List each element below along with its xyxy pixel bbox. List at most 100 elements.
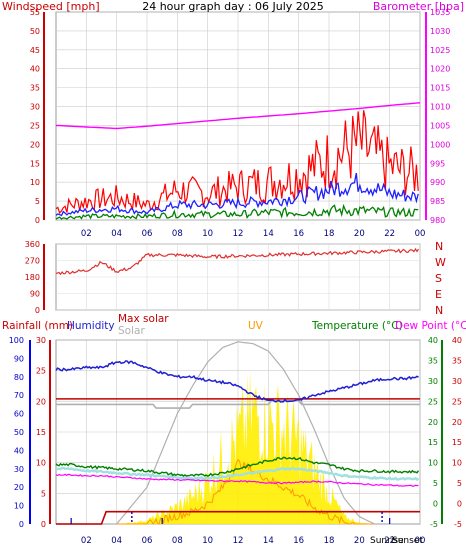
humidity-y-tick: 10 [14, 502, 24, 511]
wind-x-tick: 10 [202, 229, 213, 239]
temperature-y-tick: 40 [428, 336, 438, 345]
humidity-series [55, 360, 419, 403]
chart-title: 24 hour graph day : 06 July 2025 [142, 0, 324, 13]
dewpoint-y-tick: 10 [452, 459, 462, 468]
barometer-y-tick: 990 [430, 178, 445, 187]
humidity-y-tick: 100 [9, 336, 24, 345]
wind-x-tick: 12 [233, 229, 244, 239]
compass-e: E [435, 288, 442, 301]
climate-legend: Rainfall (mm) Humidity Max solar Solar U… [2, 313, 466, 337]
humidity-y-tick: 30 [14, 465, 24, 474]
wind-y-tick: 30 [30, 103, 40, 112]
dewpoint-y-tick: 20 [452, 418, 462, 427]
dewpoint-y-tick: 5 [457, 479, 462, 488]
barometer-y-tick: 1025 [430, 46, 450, 55]
dewpoint-y-tick: 25 [452, 397, 462, 406]
direction-y-tick: 0 [35, 306, 40, 315]
dew_point-series [55, 473, 419, 487]
temperature-y-tick: 35 [428, 356, 438, 365]
sunrise-label: Sunrise [370, 536, 404, 546]
wind-y-tick: 20 [30, 140, 40, 149]
direction-series [55, 247, 420, 276]
humidity-y-tick: 50 [14, 428, 24, 437]
windspeed-axis-label: Windspeed [mph] [2, 0, 100, 13]
climate-x-tick: 00 [415, 536, 426, 546]
direction-y-tick: 270 [25, 257, 40, 266]
temperature-y-tick: 10 [428, 459, 438, 468]
wind-x-tick: 00 [415, 229, 426, 239]
dewpoint-y-tick: 15 [452, 438, 462, 447]
dew-point-legend: Dew Point (°C) [395, 320, 466, 332]
humidity-y-tick: 60 [14, 410, 24, 419]
climate-x-tick: 04 [111, 536, 122, 546]
barometer-y-tick: 1015 [430, 84, 450, 93]
max-solar-curve [56, 341, 420, 525]
wind-series-lull [55, 203, 419, 220]
climate-x-tick: 06 [142, 536, 153, 546]
solar-line [56, 399, 420, 409]
rainfall-series [56, 510, 420, 525]
climate-x-tick: 16 [293, 536, 304, 546]
solar-legend: Solar [118, 325, 145, 337]
climate-x-tick: 18 [324, 536, 335, 546]
climate-x-tick: 10 [202, 536, 213, 546]
wind-x-tick: 16 [293, 229, 304, 239]
temperature-y-tick: 5 [433, 479, 438, 488]
wind-x-tick: 14 [263, 229, 274, 239]
barometer-axis-label: Barometer [hpa] [373, 0, 464, 13]
compass-n-top: N [435, 240, 443, 253]
humidity-y-tick: 70 [14, 391, 24, 400]
rain-y-tick: 10 [36, 459, 46, 468]
barometer-y-tick: 1035 [430, 8, 450, 17]
wind-x-tick: 08 [172, 229, 183, 239]
climate-x-tick: 08 [172, 536, 183, 546]
dewpoint-y-tick: 30 [452, 377, 462, 386]
wind-x-tick: 22 [384, 229, 395, 239]
temperature-y-tick: 15 [428, 438, 438, 447]
rain-y-tick: 20 [36, 397, 46, 406]
climate-x-tick: 22 [384, 536, 395, 546]
barometer-y-tick: 1010 [430, 103, 450, 112]
temperature-y-tick: -5 [430, 520, 438, 529]
dewpoint-y-tick: -5 [454, 520, 462, 529]
humidity-y-tick: 20 [14, 483, 24, 492]
max-solar-legend: Max solar [118, 313, 169, 325]
wind-series-barometer [55, 102, 421, 130]
compass-s: S [435, 272, 442, 285]
wind-series-average [55, 172, 419, 217]
rainfall-legend: Rainfall (mm) [2, 320, 73, 332]
barometer-y-tick: 1005 [430, 121, 450, 130]
temperature-y-tick: 20 [428, 418, 438, 427]
wind-x-tick: 04 [111, 229, 122, 239]
dewpoint-y-tick: 40 [452, 336, 462, 345]
humidity-legend: Humidity [67, 320, 115, 332]
compass-labels: N W S E N [435, 240, 446, 317]
temperature-y-tick: 0 [433, 500, 438, 509]
dewpoint-y-tick: 35 [452, 356, 462, 365]
wind-y-tick: 5 [35, 197, 40, 206]
temperature-y-tick: 30 [428, 377, 438, 386]
wind-y-tick: 25 [30, 121, 40, 130]
wind-y-tick: 40 [30, 65, 40, 74]
wind-series-gust [55, 110, 419, 215]
direction-y-tick: 360 [25, 240, 40, 249]
wind-y-tick: 15 [30, 159, 40, 168]
wind-x-tick: 02 [81, 229, 92, 239]
barometer-y-tick: 985 [430, 197, 445, 206]
uv-legend: UV [248, 320, 264, 332]
dewpoint-y-tick: 0 [457, 500, 462, 509]
tick-labels: 0510152025303540455055980985990995100010… [9, 8, 462, 546]
rain-y-tick: 25 [36, 367, 46, 376]
wind-y-tick: 55 [30, 8, 40, 17]
climate-x-tick: 02 [81, 536, 92, 546]
wind-x-tick: 18 [324, 229, 335, 239]
direction-y-tick: 180 [25, 273, 40, 282]
wet_bulb-series [55, 466, 420, 482]
rain-y-tick: 5 [41, 489, 46, 498]
wind-y-tick: 45 [30, 46, 40, 55]
solar-area [56, 371, 420, 524]
humidity-y-tick: 40 [14, 446, 24, 455]
wind-y-tick: 10 [30, 178, 40, 187]
humidity-y-tick: 90 [14, 354, 24, 363]
